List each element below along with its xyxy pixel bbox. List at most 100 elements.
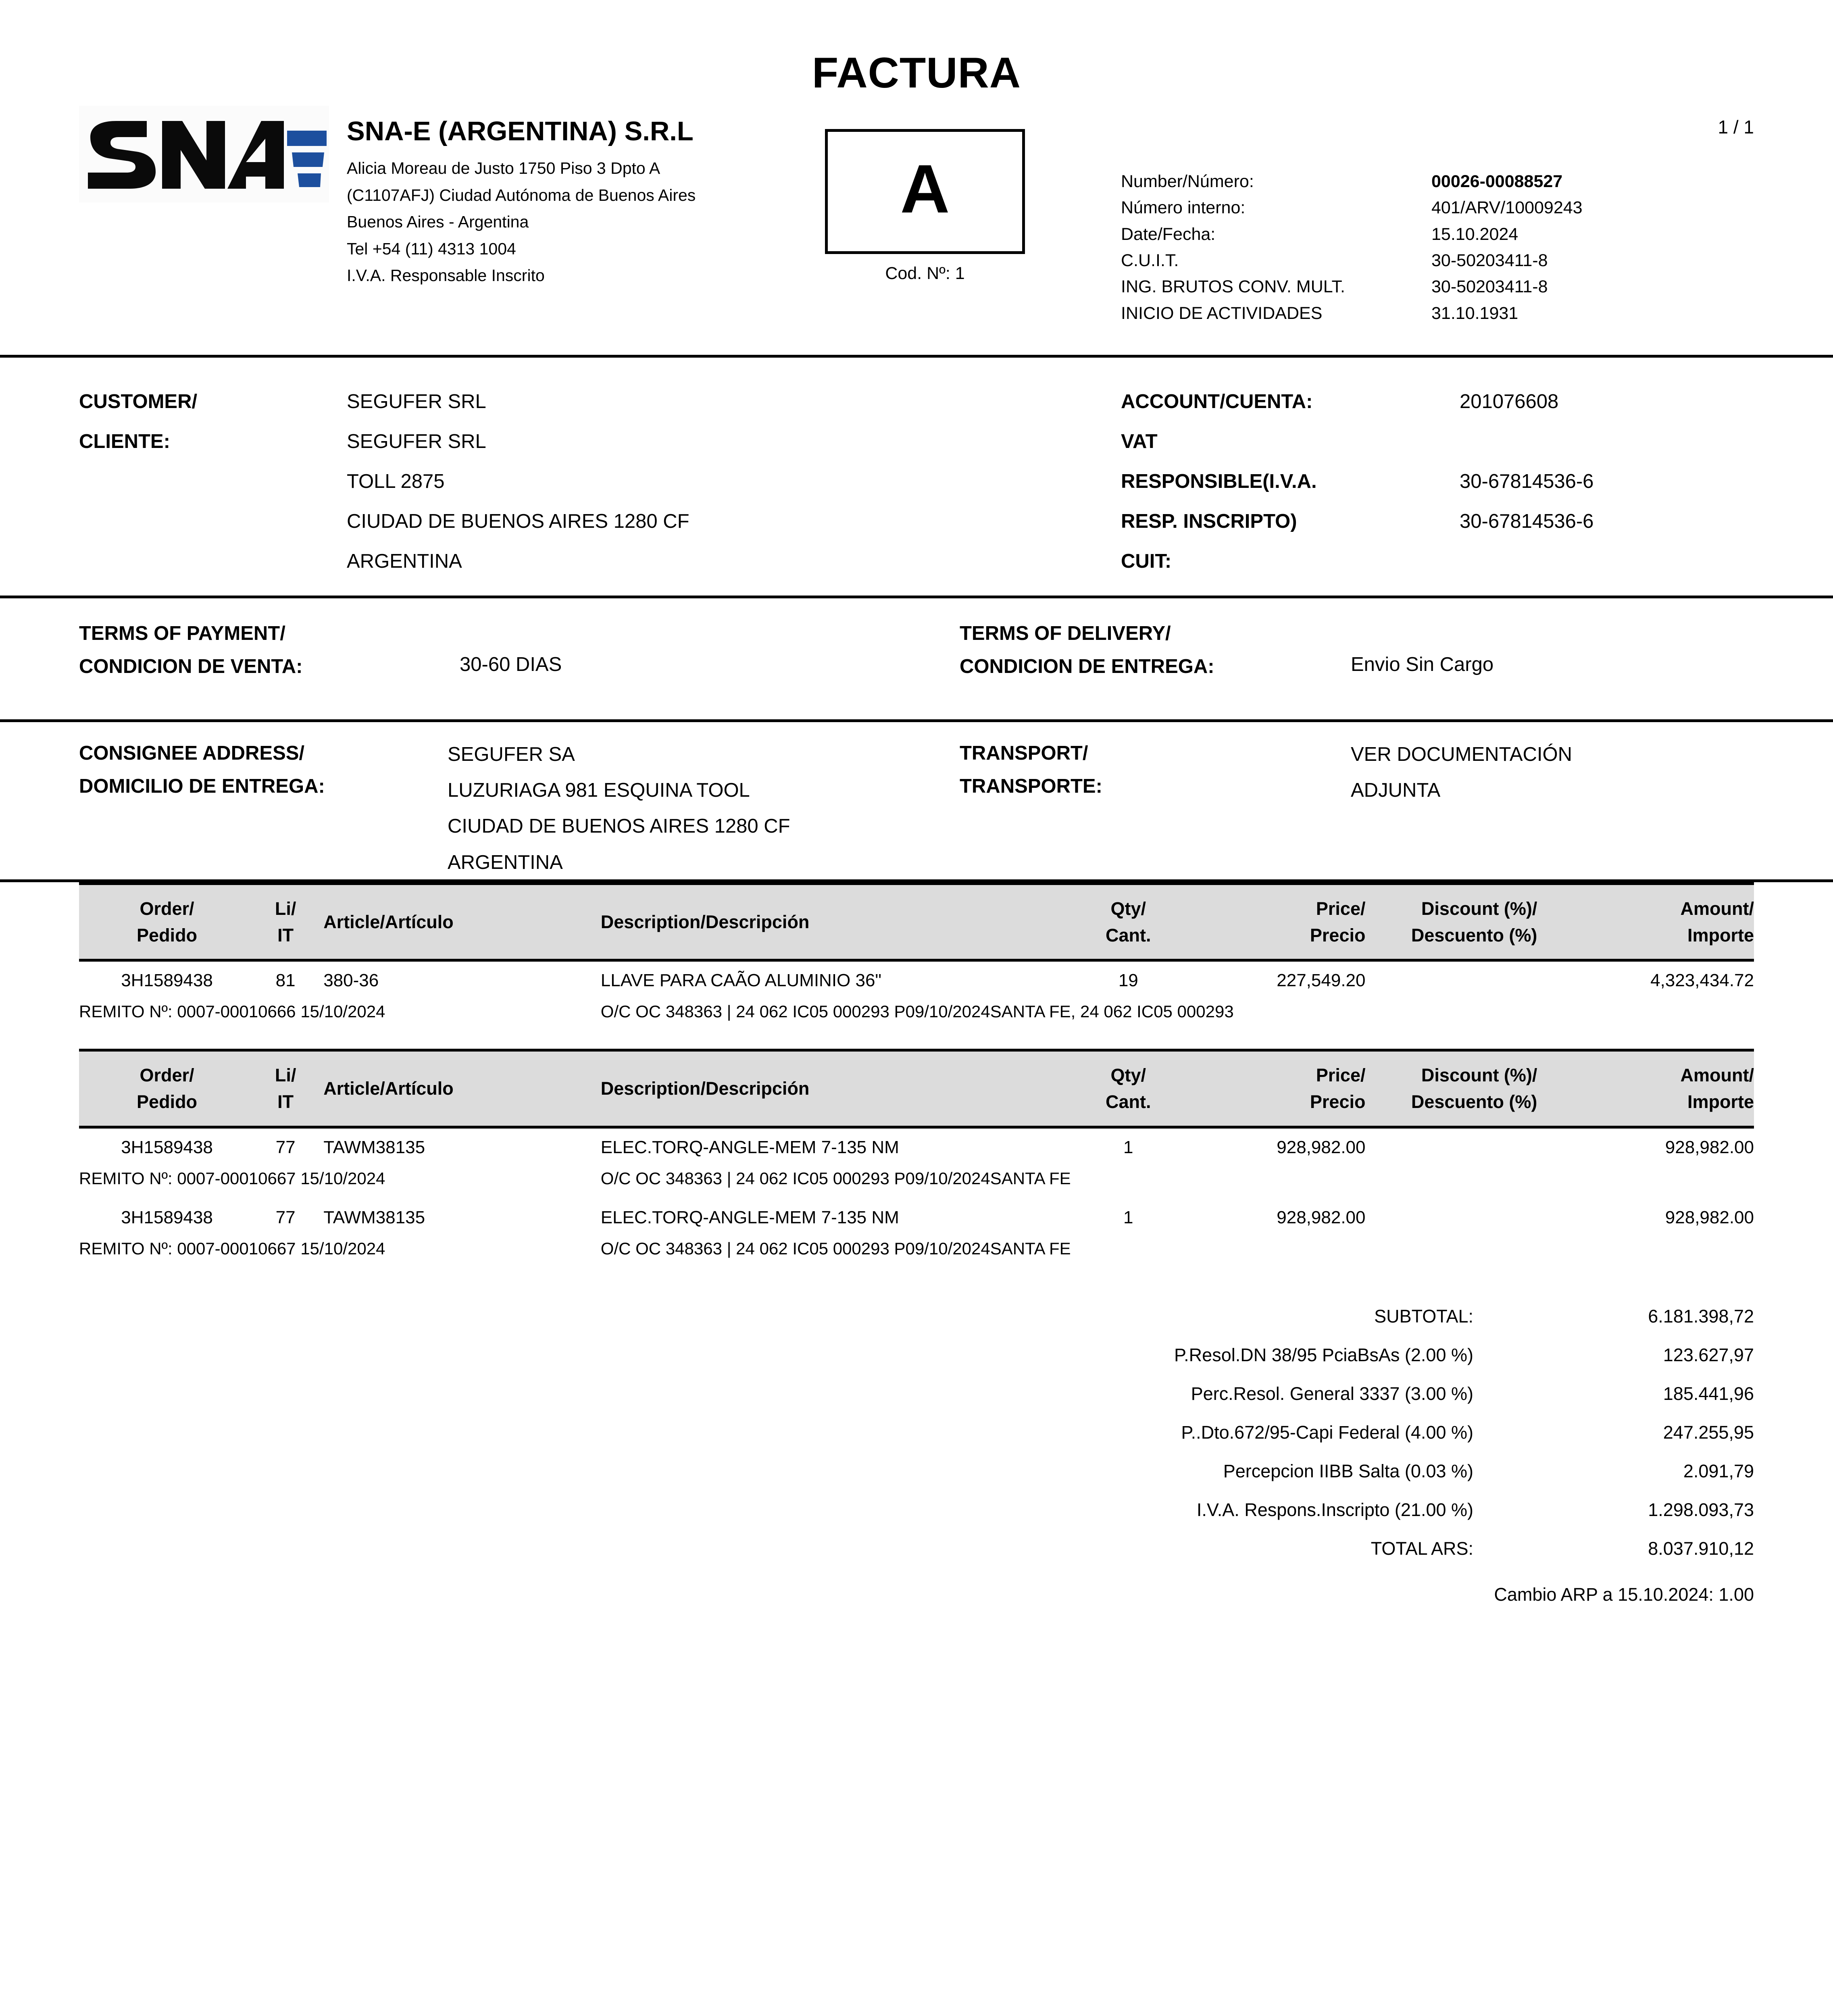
meta-label-number: Number/Número: xyxy=(1121,169,1431,195)
consignee-address-value: SEGUFER SA LUZURIAGA 981 ESQUINA TOOL CI… xyxy=(448,737,790,881)
col-line-item: Li/ IT xyxy=(255,884,316,960)
vat-label-line-2: RESPONSIBLE(I.V.A. xyxy=(1121,462,1317,502)
invoice-letter-block: A Cod. Nº: 1 xyxy=(825,129,1025,283)
totals-table: SUBTOTAL: 6.181.398,72 P.Resol.DN 38/95 … xyxy=(79,1297,1754,1614)
cell-order-confirmation: O/C OC 348363 | 24 062 IC05 000293 P09/1… xyxy=(594,1237,1754,1269)
cell-order: 3H1589438 xyxy=(79,1127,255,1166)
customer-label: CUSTOMER/ CLIENTE: xyxy=(79,382,197,462)
totals-label: Percepcion IIBB Salta (0.03 %) xyxy=(926,1452,1512,1491)
totals-value: 185.441,96 xyxy=(1512,1375,1754,1413)
customer-label-en: CUSTOMER/ xyxy=(79,382,197,422)
meta-value-cuit: 30-50203411-8 xyxy=(1431,248,1583,274)
cell-article: 380-36 xyxy=(316,960,594,1000)
totals-spacer xyxy=(79,1452,926,1491)
totals-spacer xyxy=(79,1491,926,1529)
col-amount: Amount/ Importe xyxy=(1537,884,1754,960)
transport-value: VER DOCUMENTACIÓN ADJUNTA xyxy=(1351,737,1572,808)
sna-logo-icon xyxy=(79,106,329,202)
consignee-line: LUZURIAGA 981 ESQUINA TOOL xyxy=(448,773,790,808)
customer-section: CUSTOMER/ CLIENTE: SEGUFER SRL SEGUFER S… xyxy=(0,358,1833,596)
invoice-letter: A xyxy=(900,155,950,223)
totals-label: TOTAL ARS: xyxy=(926,1529,1512,1568)
line-items-section: Order/ Pedido Li/ IT Article/Artículo De… xyxy=(0,882,1833,1269)
divider-above-customer xyxy=(0,355,1833,358)
col-description: Description/Descripción xyxy=(594,1050,1067,1127)
customer-line: SEGUFER SRL xyxy=(347,382,689,422)
cell-qty: 19 xyxy=(1067,960,1189,1000)
col-qty: Qty/ Cant. xyxy=(1067,1050,1189,1127)
cell-price: 928,982.00 xyxy=(1189,1127,1365,1166)
page-indicator: 1 / 1 xyxy=(1718,116,1754,138)
divider-above-terms xyxy=(0,596,1833,598)
cell-qty: 1 xyxy=(1067,1127,1189,1166)
cell-discount xyxy=(1365,1127,1537,1166)
table-row: 3H1589438 81 380-36 LLAVE PARA CAÃO ALU… xyxy=(79,960,1754,1000)
cell-line-item: 81 xyxy=(255,960,316,1000)
consignee-line: CIUDAD DE BUENOS AIRES 1280 CF xyxy=(448,808,790,844)
totals-label: Perc.Resol. General 3337 (3.00 %) xyxy=(926,1375,1512,1413)
col-amount: Amount/ Importe xyxy=(1537,1050,1754,1127)
transport-line: ADJUNTA xyxy=(1351,773,1572,808)
totals-row: Perc.Resol. General 3337 (3.00 %) 185.44… xyxy=(79,1375,1754,1413)
consignee-section: CONSIGNEE ADDRESS/ DOMICILIO DE ENTREGA:… xyxy=(0,722,1833,879)
cell-remito: REMITO Nº: 0007-00010667 15/10/2024 xyxy=(79,1237,594,1269)
cell-article: TAWM38135 xyxy=(316,1199,594,1237)
vat-label-line-3: RESP. INSCRIPTO) xyxy=(1121,502,1317,541)
vat-label-line-4: CUIT: xyxy=(1121,541,1317,581)
company-info: SNA-E (ARGENTINA) S.R.L Alicia Moreau de… xyxy=(347,117,798,289)
cell-amount: 928,982.00 xyxy=(1537,1127,1754,1166)
customer-line: CIUDAD DE BUENOS AIRES 1280 CF xyxy=(347,502,689,541)
consignee-address-label-es: DOMICILIO DE ENTREGA: xyxy=(79,770,325,803)
invoice-header: FACTURA 1 / 1 SNA-E (ARGENTINA) S.R.L Al… xyxy=(0,0,1833,355)
cell-discount xyxy=(1365,1199,1537,1237)
totals-row: SUBTOTAL: 6.181.398,72 xyxy=(79,1297,1754,1336)
terms-of-payment-label-es: CONDICION DE VENTA: xyxy=(79,650,302,683)
transport-label-en: TRANSPORT/ xyxy=(960,737,1102,770)
col-discount: Discount (%)/ Descuento (%) xyxy=(1365,884,1537,960)
terms-section: TERMS OF PAYMENT/ CONDICION DE VENTA: 30… xyxy=(0,598,1833,719)
totals-row: I.V.A. Respons.Inscripto (21.00 %) 1.298… xyxy=(79,1491,1754,1529)
totals-label: P.Resol.DN 38/95 PciaBsAs (2.00 %) xyxy=(926,1336,1512,1375)
meta-label-cuit: C.U.I.T. xyxy=(1121,248,1431,274)
meta-label-inicio-actividades: INICIO DE ACTIVIDADES xyxy=(1121,300,1431,327)
exchange-rate-note: Cambio ARP a 15.10.2024: 1.00 xyxy=(79,1568,1754,1614)
cell-order: 3H1589438 xyxy=(79,1199,255,1237)
totals-section: SUBTOTAL: 6.181.398,72 P.Resol.DN 38/95 … xyxy=(0,1297,1833,1614)
table-row: 3H1589438 77 TAWM38135 ELEC.TORQ-ANGLE-M… xyxy=(79,1127,1754,1166)
totals-spacer xyxy=(79,1336,926,1375)
totals-value: 2.091,79 xyxy=(1512,1452,1754,1491)
table-row: 3H1589438 77 TAWM38135 ELEC.TORQ-ANGLE-M… xyxy=(79,1199,1754,1237)
totals-row: P..Dto.672/95-Capi Federal (4.00 %) 247.… xyxy=(79,1413,1754,1452)
invoice-letter-box: A xyxy=(825,129,1025,254)
cell-description: LLAVE PARA CAÃO ALUMINIO 36" xyxy=(594,960,1067,1000)
account-vat-labels: ACCOUNT/CUENTA: VAT RESPONSIBLE(I.V.A. R… xyxy=(1121,382,1317,581)
exchange-rate-row: Cambio ARP a 15.10.2024: 1.00 xyxy=(79,1568,1754,1614)
cell-order-confirmation: O/C OC 348363 | 24 062 IC05 000293 P09/1… xyxy=(594,1000,1754,1032)
totals-value: 8.037.910,12 xyxy=(1512,1529,1754,1568)
table-header-row: Order/ Pedido Li/ IT Article/Artículo De… xyxy=(79,884,1754,960)
meta-value-ing-brutos: 30-50203411-8 xyxy=(1431,274,1583,300)
vat-label-line-1: VAT xyxy=(1121,422,1317,462)
vat-spacer xyxy=(1460,422,1593,462)
line-items-table: Order/ Pedido Li/ IT Article/Artículo De… xyxy=(79,1049,1754,1268)
table-header: Order/ Pedido Li/ IT Article/Artículo De… xyxy=(79,1050,1754,1127)
col-description: Description/Descripción xyxy=(594,884,1067,960)
col-price: Price/ Precio xyxy=(1189,1050,1365,1127)
meta-label-ing-brutos: ING. BRUTOS CONV. MULT. xyxy=(1121,274,1431,300)
table-body: 3H1589438 81 380-36 LLAVE PARA CAÃO ALU… xyxy=(79,960,1754,1032)
company-address-line-3: Buenos Aires - Argentina xyxy=(347,208,798,235)
company-logo xyxy=(79,106,329,202)
totals-row: TOTAL ARS: 8.037.910,12 xyxy=(79,1529,1754,1568)
customer-line: TOLL 2875 xyxy=(347,462,689,502)
totals-row: P.Resol.DN 38/95 PciaBsAs (2.00 %) 123.6… xyxy=(79,1336,1754,1375)
cell-remito: REMITO Nº: 0007-00010666 15/10/2024 xyxy=(79,1000,594,1032)
company-name: SNA-E (ARGENTINA) S.R.L xyxy=(347,117,798,146)
account-value: 201076608 xyxy=(1460,382,1593,422)
meta-label-date: Date/Fecha: xyxy=(1121,221,1431,248)
divider-above-consignee xyxy=(0,719,1833,722)
invoice-cod-number: Cod. Nº: 1 xyxy=(825,264,1025,283)
totals-row: Percepcion IIBB Salta (0.03 %) 2.091,79 xyxy=(79,1452,1754,1491)
invoice-meta: Number/Número: 00026-00088527 Número int… xyxy=(1121,169,1583,327)
totals-label: SUBTOTAL: xyxy=(926,1297,1512,1336)
customer-address-block: SEGUFER SRL SEGUFER SRL TOLL 2875 CIUDAD… xyxy=(347,382,689,581)
